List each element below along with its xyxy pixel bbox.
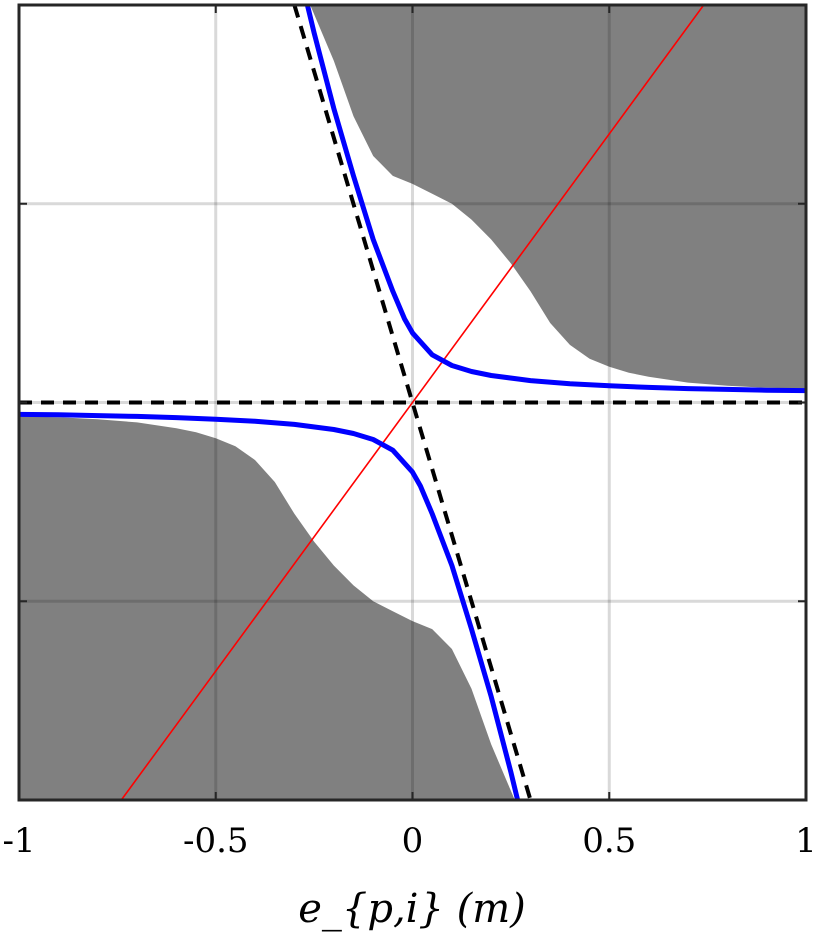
shaded-region-2 xyxy=(19,416,515,800)
x-tick-label-0: -1 xyxy=(2,821,35,861)
x-tick-label-4: 1 xyxy=(795,821,814,861)
series-3-red-solid xyxy=(120,5,705,800)
shaded-region-1 xyxy=(310,5,806,389)
x-tick-label-2: 0 xyxy=(402,821,424,861)
shaded-regions xyxy=(19,5,806,800)
series-1-blue-solid xyxy=(19,411,521,800)
x-tick-label-1: -0.5 xyxy=(183,821,249,861)
series-4-black-dashed xyxy=(292,5,533,800)
x-axis-label: e_{p,i} (m) xyxy=(298,886,526,932)
series-layer xyxy=(19,5,806,800)
x-tick-label-3: 0.5 xyxy=(582,821,636,861)
series-2-blue-solid xyxy=(304,5,806,394)
ticks: -1 -0.5 0 0.5 1 xyxy=(2,4,814,861)
